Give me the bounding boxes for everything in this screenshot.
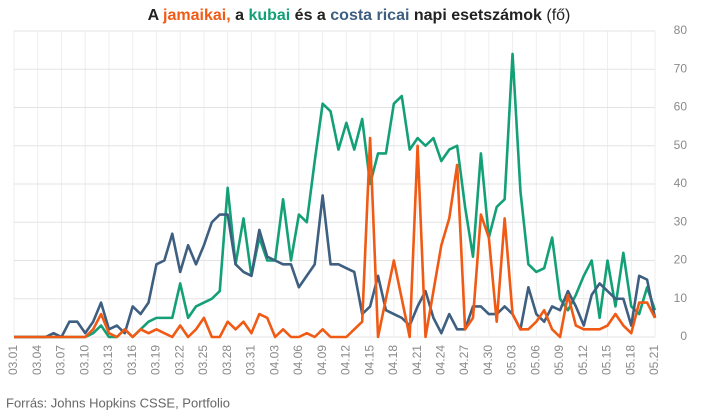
x-tick-label: 03.13 [101, 345, 115, 375]
x-tick-label: 04.15 [362, 345, 376, 375]
title-part: (fő) [542, 7, 570, 24]
x-tick-label: 04.09 [315, 345, 329, 375]
title-part: napi esetszámok [409, 7, 542, 24]
x-tick-label: 04.30 [481, 345, 495, 375]
source: Forrás: Johns Hopkins CSSE, Portfolio [6, 395, 230, 410]
x-tick-label: 05.06 [528, 345, 542, 375]
x-tick-label: 03.25 [196, 345, 210, 375]
title-part: és a [290, 7, 330, 24]
title-part: jamaikai, [162, 7, 231, 24]
y-tick-label: 40 [674, 176, 688, 190]
y-tick-label: 20 [674, 253, 688, 267]
x-tick-label: 05.18 [623, 345, 637, 375]
y-tick-label: 80 [674, 23, 688, 37]
y-tick-label: 70 [674, 61, 688, 75]
x-tick-label: 03.10 [77, 345, 91, 375]
x-tick-label: 05.09 [552, 345, 566, 375]
series-line [14, 194, 657, 339]
x-tick-label: 03.22 [172, 345, 186, 375]
x-tick-label: 03.31 [244, 345, 258, 375]
y-tick-label: 10 [674, 291, 688, 305]
x-tick-label: 04.12 [339, 345, 353, 375]
x-tick-label: 03.07 [54, 345, 68, 375]
y-tick-label: 50 [674, 138, 688, 152]
x-tick-label: 05.12 [576, 345, 590, 375]
title-part: kubai [248, 7, 290, 24]
x-tick-label: 03.01 [6, 345, 20, 375]
x-tick-label: 03.04 [30, 345, 44, 375]
x-tick-label: 04.27 [457, 345, 471, 375]
series-line [14, 52, 657, 339]
y-tick-label: 30 [674, 214, 688, 228]
x-tick-label: 04.24 [434, 345, 448, 375]
x-tick-label: 04.18 [386, 345, 400, 375]
y-tick-label: 60 [674, 100, 688, 114]
series-line [14, 136, 657, 339]
y-tick-label: 0 [680, 329, 687, 343]
x-tick-label: 03.16 [125, 345, 139, 375]
title-part: costa ricai [330, 7, 409, 24]
title-part: a [231, 7, 249, 24]
chart-title: A jamaikai, a kubai és a costa ricai nap… [148, 7, 571, 24]
x-tick-label: 03.28 [220, 345, 234, 375]
x-tick-label: 04.21 [410, 345, 424, 375]
x-tick-label: 05.21 [647, 345, 661, 375]
title-part: A [148, 7, 163, 24]
x-tick-label: 05.15 [600, 345, 614, 375]
x-tick-label: 03.19 [149, 345, 163, 375]
x-tick-label: 04.03 [267, 345, 281, 375]
x-tick-label: 04.06 [291, 345, 305, 375]
x-tick-label: 05.03 [505, 345, 519, 375]
